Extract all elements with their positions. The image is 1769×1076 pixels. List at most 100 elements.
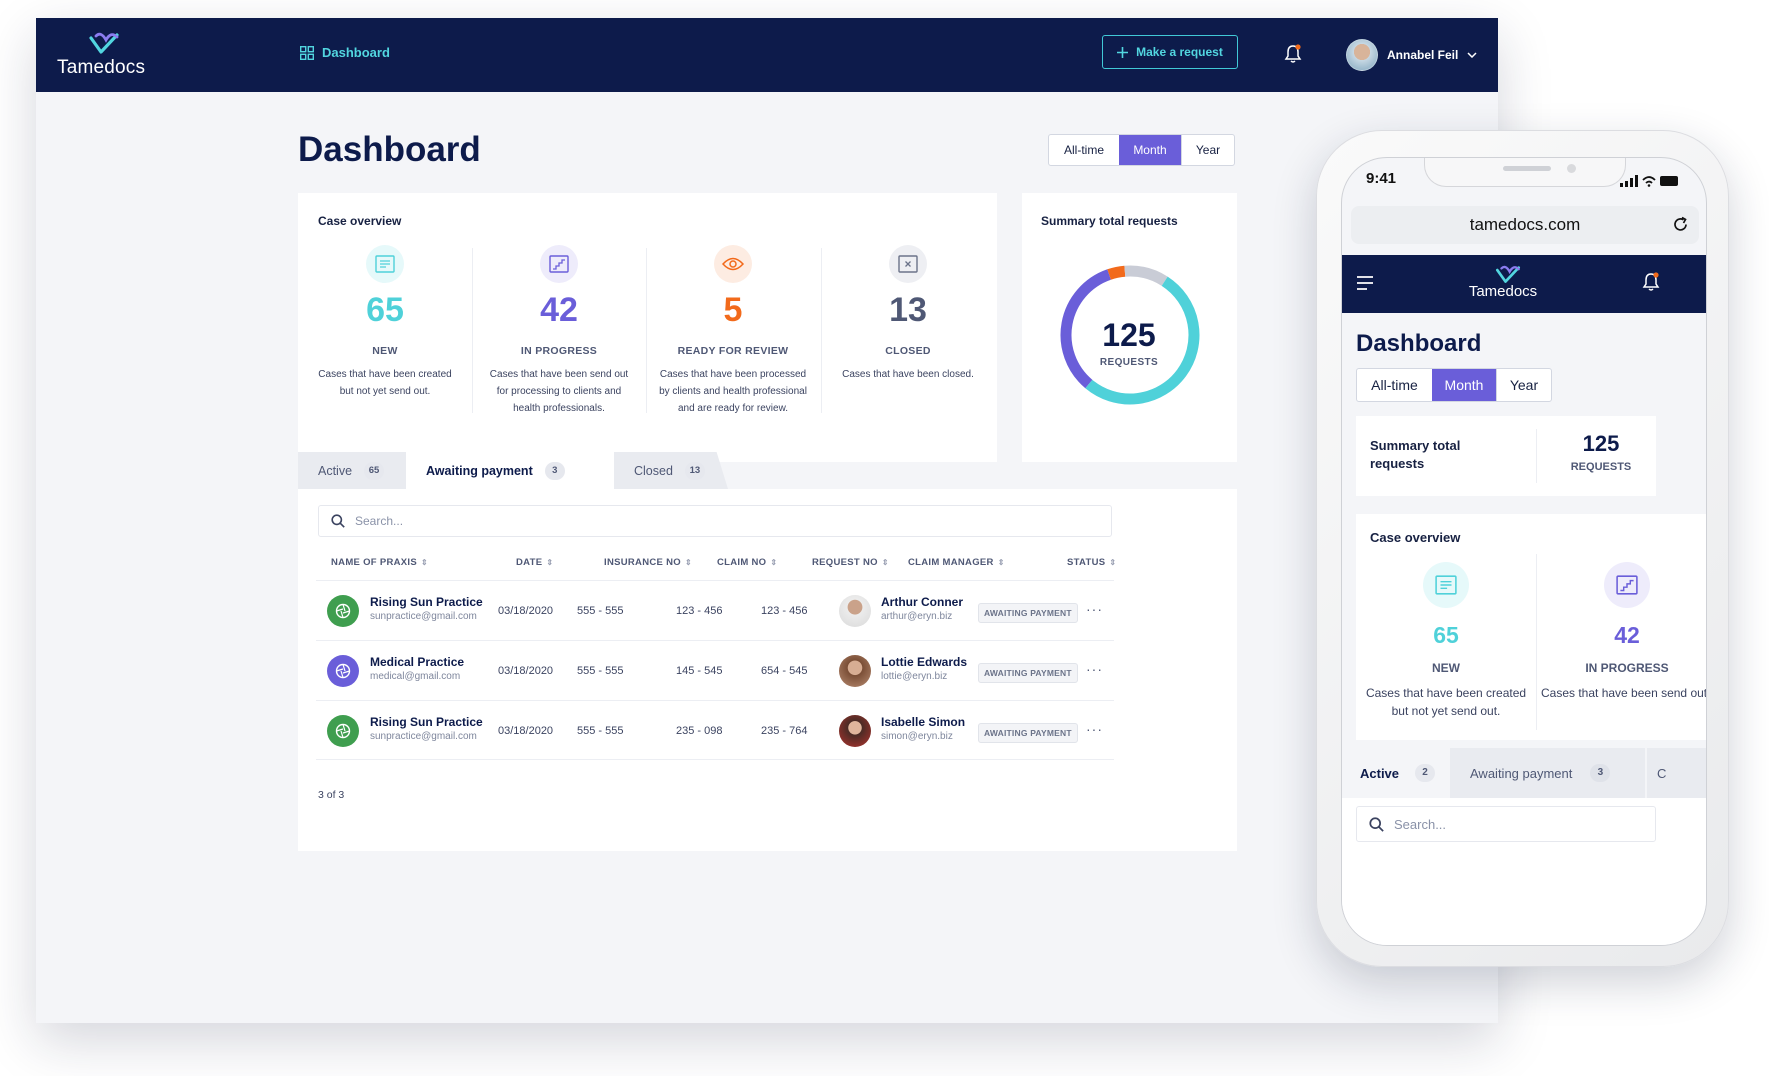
mobile-stat-new[interactable]: 65 NEW Cases that have been created but … <box>1356 562 1536 720</box>
praxis-email: sunpractice@gmail.com <box>370 611 477 622</box>
reload-icon[interactable] <box>1672 216 1689 233</box>
pagination-text: 3 of 3 <box>318 789 345 801</box>
period-all-time[interactable]: All-time <box>1371 377 1418 393</box>
tab-active[interactable]: Active 65 <box>298 452 406 489</box>
col-header-insurance[interactable]: INSURANCE NO ⇕ <box>604 557 692 568</box>
stat-in-progress[interactable]: 42 IN PROGRESS Cases that have been send… <box>472 245 646 417</box>
document-icon <box>1423 562 1469 608</box>
eye-icon <box>714 245 752 283</box>
table-row[interactable]: Rising Sun Practice sunpractice@gmail.com… <box>316 700 1114 760</box>
requests-table-card: Search... NAME OF PRAXIS ⇕ DATE ⇕ INSURANC… <box>298 489 1237 851</box>
status-icons <box>1620 175 1678 187</box>
request-cell: 123 - 456 <box>761 605 808 617</box>
status-badge: AWAITING PAYMENT <box>978 603 1078 623</box>
tab-active-label: Active <box>318 463 353 478</box>
donut-segment-new <box>1085 276 1200 405</box>
tab-awaiting-payment[interactable]: Awaiting payment 3 <box>406 452 614 489</box>
mobile-tab-awaiting-payment[interactable]: Awaiting payment 3 <box>1450 748 1645 798</box>
aperture-icon <box>327 595 359 627</box>
col-header-status[interactable]: STATUS ⇕ <box>1067 557 1117 568</box>
tab-awaiting-label: Awaiting payment <box>426 463 533 478</box>
tamedocs-logo[interactable]: Tamedocs <box>57 32 157 82</box>
row-actions-button[interactable]: ··· <box>1086 721 1103 737</box>
mobile-stat-in-progress[interactable]: 42 IN PROGRESS Cases that have been send… <box>1537 562 1706 702</box>
summary-unit: REQUESTS <box>1099 357 1159 368</box>
request-cell: 654 - 545 <box>761 665 808 677</box>
period-year[interactable]: Year <box>1496 369 1551 401</box>
mobile-stat-new-label: NEW <box>1432 661 1460 675</box>
tab-closed-count: 13 <box>684 461 705 480</box>
address-bar[interactable]: tamedocs.com <box>1351 206 1699 244</box>
praxis-name: Medical Practice <box>370 655 465 669</box>
request-cell: 235 - 764 <box>761 725 808 737</box>
summary-donut-chart <box>1060 265 1200 405</box>
sort-icon: ⇕ <box>421 558 429 567</box>
manager-avatar <box>839 595 871 627</box>
stat-ready-for-review[interactable]: 5 READY FOR REVIEW Cases that have been … <box>646 245 820 417</box>
table-row[interactable]: Medical Practice medical@gmail.com 03/18/… <box>316 640 1114 700</box>
mobile-tab-closed-label: C <box>1657 765 1667 781</box>
row-actions-button[interactable]: ··· <box>1086 601 1103 617</box>
praxis-email: medical@gmail.com <box>370 671 461 682</box>
closed-box-icon <box>889 245 927 283</box>
nav-dashboard-label: Dashboard <box>322 45 390 60</box>
mobile-stat-new-description: Cases that have been created but not yet… <box>1365 686 1527 718</box>
make-request-label: Make a request <box>1136 45 1223 59</box>
stairs-icon <box>1604 562 1650 608</box>
insurance-cell: 555 - 555 <box>577 605 624 617</box>
claim-cell: 235 - 098 <box>676 725 723 737</box>
tab-closed-label: Closed <box>634 463 673 478</box>
user-menu[interactable]: Annabel Feil <box>1346 39 1477 71</box>
url-text: tamedocs.com <box>1469 215 1581 234</box>
search-icon <box>331 514 345 528</box>
insurance-cell: 555 - 555 <box>577 725 624 737</box>
phone-mockup: 9:41 tamedocs.com Tamedocs Dashboard <box>1316 130 1729 967</box>
col-header-date[interactable]: DATE ⇕ <box>516 557 554 568</box>
mobile-tab-awaiting-label: Awaiting payment <box>1470 765 1573 781</box>
notifications-button[interactable] <box>1284 44 1302 69</box>
stat-new[interactable]: 65 NEW Cases that have been created but … <box>298 245 472 400</box>
manager-name: Isabelle Simon <box>881 715 966 729</box>
period-month[interactable]: Month <box>1432 369 1496 401</box>
bell-icon[interactable] <box>1642 272 1660 292</box>
col-header-request[interactable]: REQUEST NO ⇕ <box>812 557 889 568</box>
stat-closed-value: 13 <box>889 291 927 329</box>
mobile-tab-active[interactable]: Active 2 <box>1342 748 1450 798</box>
desktop-window: Tamedocs Dashboard Make a request Ann <box>36 18 1498 1023</box>
chevron-down-icon <box>1467 52 1477 58</box>
stat-closed-label: CLOSED <box>885 345 931 357</box>
col-header-claim-manager[interactable]: CLAIM MANAGER ⇕ <box>908 557 1005 568</box>
phone-notch <box>1424 158 1626 187</box>
mobile-summary-unit: REQUESTS <box>1570 461 1632 473</box>
user-avatar <box>1346 39 1378 71</box>
mobile-search-input[interactable]: Search... <box>1356 806 1656 842</box>
tab-closed[interactable]: Closed 13 <box>614 452 728 489</box>
period-year[interactable]: Year <box>1181 135 1234 165</box>
period-all-time[interactable]: All-time <box>1063 143 1104 157</box>
col-header-claim[interactable]: CLAIM NO ⇕ <box>717 557 778 568</box>
grid-icon <box>300 45 314 60</box>
donut-segment-closed <box>1124 265 1168 286</box>
hamburger-menu-icon[interactable] <box>1357 276 1373 290</box>
col-header-praxis[interactable]: NAME OF PRAXIS ⇕ <box>331 557 429 568</box>
stat-new-description: Cases that have been created but not yet… <box>318 369 452 397</box>
mobile-tab-active-count: 2 <box>1415 764 1436 782</box>
user-name: Annabel Feil <box>1387 48 1459 62</box>
sort-icon: ⇕ <box>1109 558 1117 567</box>
search-input[interactable]: Search... <box>318 505 1112 537</box>
period-month[interactable]: Month <box>1119 135 1181 165</box>
claim-cell: 145 - 545 <box>676 665 723 677</box>
make-request-button[interactable]: Make a request <box>1102 35 1238 69</box>
summary-card: Summary total requests 125 REQUESTS <box>1022 193 1237 462</box>
donut-segment-ready-for-review <box>1107 265 1126 280</box>
stat-closed[interactable]: 13 CLOSED Cases that have been closed. <box>821 245 995 383</box>
table-row[interactable]: Rising Sun Practice sunpractice@gmail.com… <box>316 580 1114 640</box>
row-actions-button[interactable]: ··· <box>1086 661 1103 677</box>
date-cell: 03/18/2020 <box>498 605 554 617</box>
nav-dashboard-link[interactable]: Dashboard <box>300 45 390 60</box>
manager-name: Lottie Edwards <box>881 655 968 669</box>
mobile-summary-card: Summary total requests 125 REQUESTS <box>1356 416 1656 496</box>
mobile-tab-closed[interactable]: C <box>1647 748 1706 798</box>
sort-icon: ⇕ <box>684 558 692 567</box>
period-segmented-control: All-time Month Year <box>1048 134 1235 166</box>
